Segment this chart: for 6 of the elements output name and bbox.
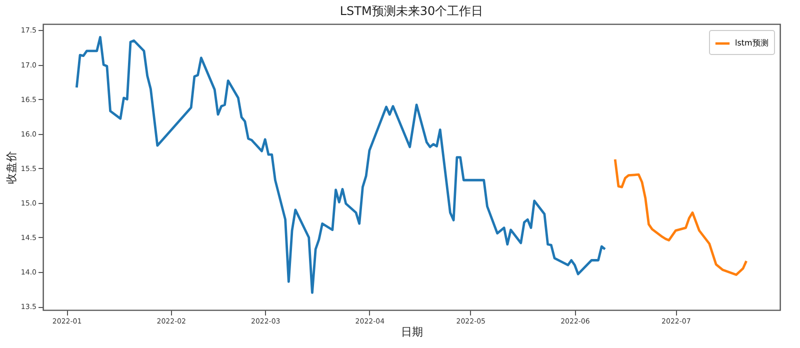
x-axis-title: 日期 <box>401 326 423 338</box>
line-series <box>75 36 606 294</box>
y-axis-title: 收盘价 <box>4 151 18 184</box>
line-series <box>614 158 748 276</box>
chart-title: LSTM预测未来30个工作日 <box>340 4 484 18</box>
legend-label: lstm预测 <box>735 38 768 48</box>
